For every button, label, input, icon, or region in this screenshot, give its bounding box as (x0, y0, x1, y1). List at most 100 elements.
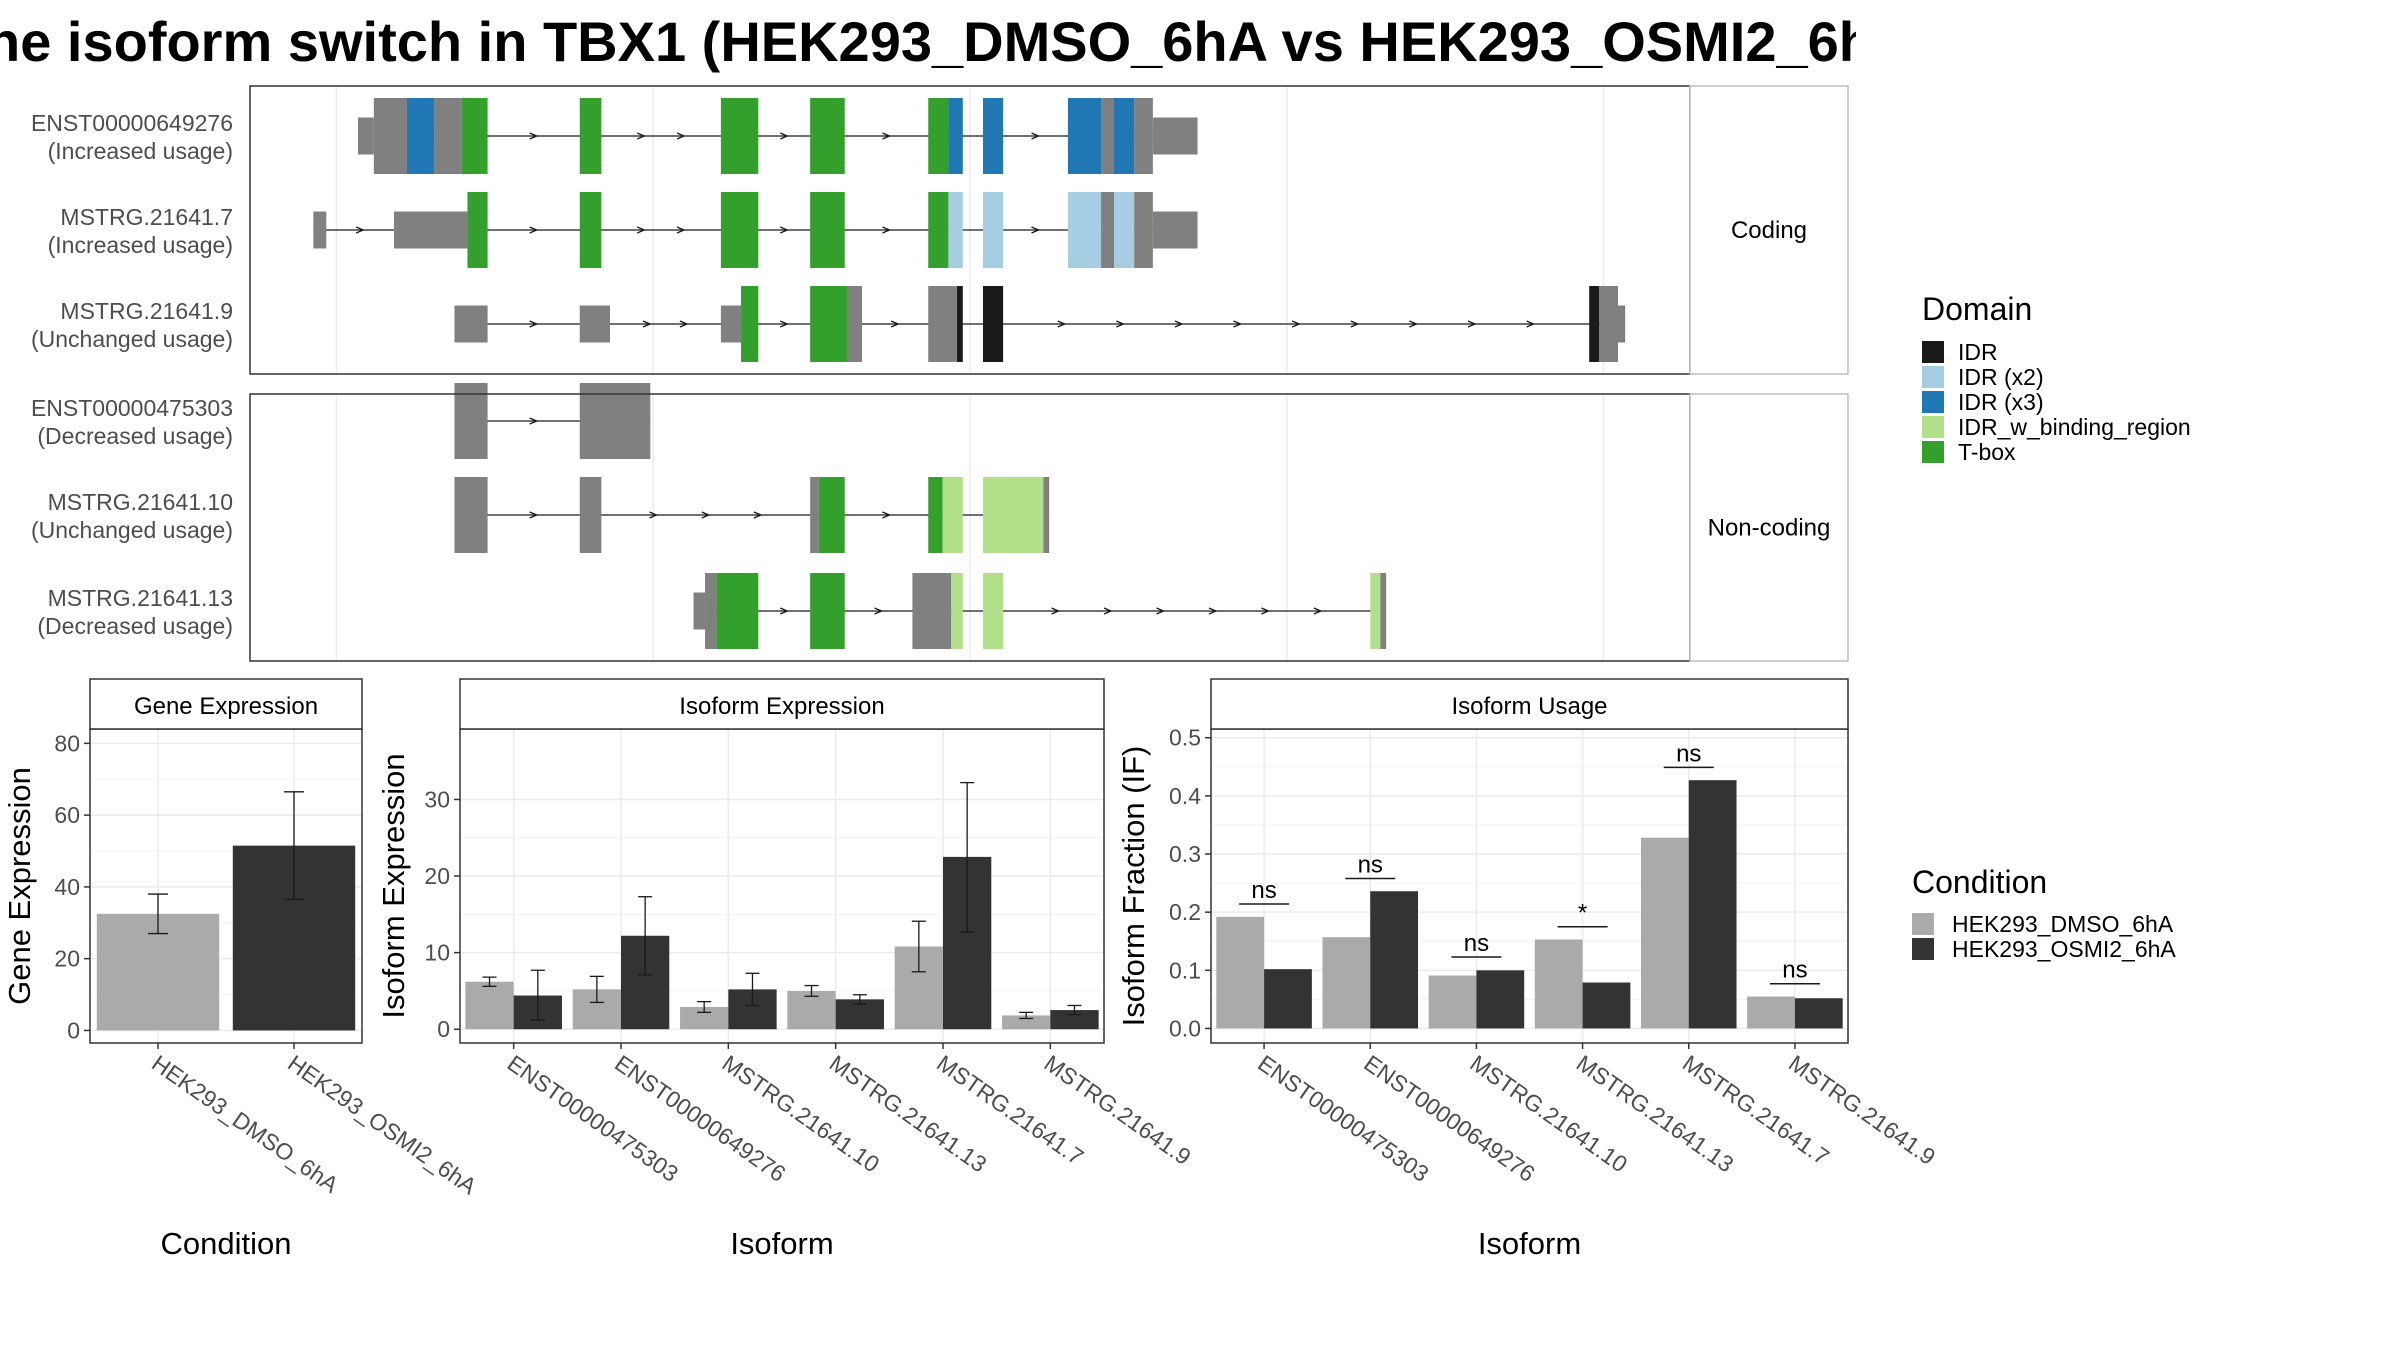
intron-arrow (1156, 607, 1166, 615)
exon-segment (1043, 477, 1050, 553)
intron-arrow (529, 132, 539, 140)
y-tick-label: 30 (424, 786, 450, 812)
intron-arrow (1174, 320, 1184, 328)
bar (1264, 969, 1312, 1029)
intron-arrow (1057, 320, 1067, 328)
exon-segment (1599, 286, 1618, 362)
y-tick-label: 80 (54, 730, 80, 756)
condition-legend-key (1912, 938, 1934, 960)
intron-arrow (636, 132, 646, 140)
intron-arrow (779, 320, 789, 328)
intron-arrow (1313, 607, 1323, 615)
exon-segment (693, 592, 706, 630)
condition-legend-label: HEK293_OSMI2_6hA (1952, 936, 2176, 962)
intron-arrow (1233, 320, 1243, 328)
intron-arrow (882, 511, 892, 519)
exon-segment (406, 98, 435, 174)
bar (1476, 970, 1525, 1029)
intron-arrow (753, 511, 763, 519)
x-tick-label: ENST00000649276 (1359, 1050, 1539, 1187)
exon-segment (957, 286, 963, 362)
domain-legend-key (1922, 416, 1944, 438)
exon-segment (579, 383, 651, 459)
intron-arrow (1116, 320, 1125, 328)
exon-segment (810, 573, 845, 649)
exon-segment (741, 286, 759, 362)
exon-segment (1101, 192, 1114, 268)
y-axis-title: Isoform Expression (376, 753, 411, 1018)
exon-segment (579, 192, 602, 268)
exon-segment (928, 98, 949, 174)
exon-segment (982, 573, 1004, 649)
bar-facet-strip (459, 678, 1105, 730)
bar (1370, 891, 1419, 1029)
transcript-label-id: ENST00000475303 (31, 395, 233, 421)
bar (465, 981, 514, 1030)
intron-arrow (882, 226, 892, 234)
domain-legend-title: Domain (1922, 291, 2032, 327)
intron-arrow (779, 607, 789, 615)
exon-segment (948, 98, 963, 174)
domain-legend-label: IDR (x2) (1958, 364, 2044, 390)
significance-label: ns (1358, 851, 1383, 878)
intron-arrow (636, 226, 646, 234)
significance-label: * (1578, 900, 1587, 927)
bar (680, 1007, 729, 1030)
condition-legend-label: HEK293_DMSO_6hA (1952, 911, 2174, 937)
bar-facet-strip (1210, 678, 1849, 730)
x-tick-label: ENST00000649276 (610, 1050, 790, 1187)
exon-segment (579, 98, 602, 174)
intron-arrow (642, 320, 652, 328)
exon-segment (928, 477, 943, 553)
x-axis-title: Isoform (1478, 1226, 1581, 1261)
exon-segment (982, 477, 1044, 553)
exon-segment (720, 98, 759, 174)
domain-legend-key (1922, 441, 1944, 463)
facet-strip-label: Coding (1731, 217, 1807, 244)
intron-arrow (676, 132, 686, 140)
intron-arrow (529, 226, 539, 234)
exon-segment (1152, 117, 1198, 155)
intron-arrow (779, 132, 789, 140)
y-tick-label: 60 (54, 802, 80, 828)
bar (1794, 998, 1843, 1029)
transcript-label-id: MSTRG.21641.13 (48, 585, 233, 611)
y-tick-label: 0.2 (1169, 899, 1201, 925)
intron-arrow (676, 226, 686, 234)
intron-arrow (649, 511, 659, 519)
significance-label: ns (1251, 877, 1276, 904)
domain-legend-key (1922, 341, 1944, 363)
x-tick-label: ENST00000475303 (503, 1050, 683, 1187)
intron-arrow (1208, 607, 1218, 615)
intron-arrow (1031, 132, 1041, 140)
domain-legend-label: IDR (x3) (1958, 389, 2044, 415)
exon-segment (951, 573, 963, 649)
exon-segment (1067, 192, 1102, 268)
y-tick-label: 0.0 (1169, 1015, 1201, 1041)
y-tick-label: 40 (54, 874, 80, 900)
exon-segment (579, 305, 610, 343)
y-tick-label: 10 (424, 940, 450, 966)
y-tick-label: 0 (67, 1017, 80, 1043)
exon-segment (1589, 286, 1600, 362)
transcript-label-usage: (Decreased usage) (37, 423, 233, 449)
exon-segment (358, 117, 374, 155)
intron-arrow (1467, 320, 1477, 328)
exon-segment (928, 286, 958, 362)
transcript-label-id: MSTRG.21641.10 (48, 489, 233, 515)
facet-strip-label: Non-coding (1708, 515, 1831, 542)
bar (1582, 982, 1631, 1029)
exon-segment (313, 211, 327, 249)
exon-segment (579, 477, 602, 553)
intron-arrow (1526, 320, 1536, 328)
exon-segment (720, 305, 742, 343)
exon-segment (1134, 98, 1153, 174)
y-tick-label: 0 (437, 1016, 450, 1042)
bar-facet-strip (89, 678, 363, 730)
exon-segment (928, 192, 949, 268)
exon-segment (467, 192, 488, 268)
transcript-label-usage: (Increased usage) (48, 138, 233, 164)
transcript-label-usage: (Increased usage) (48, 232, 233, 258)
exon-segment (810, 192, 845, 268)
